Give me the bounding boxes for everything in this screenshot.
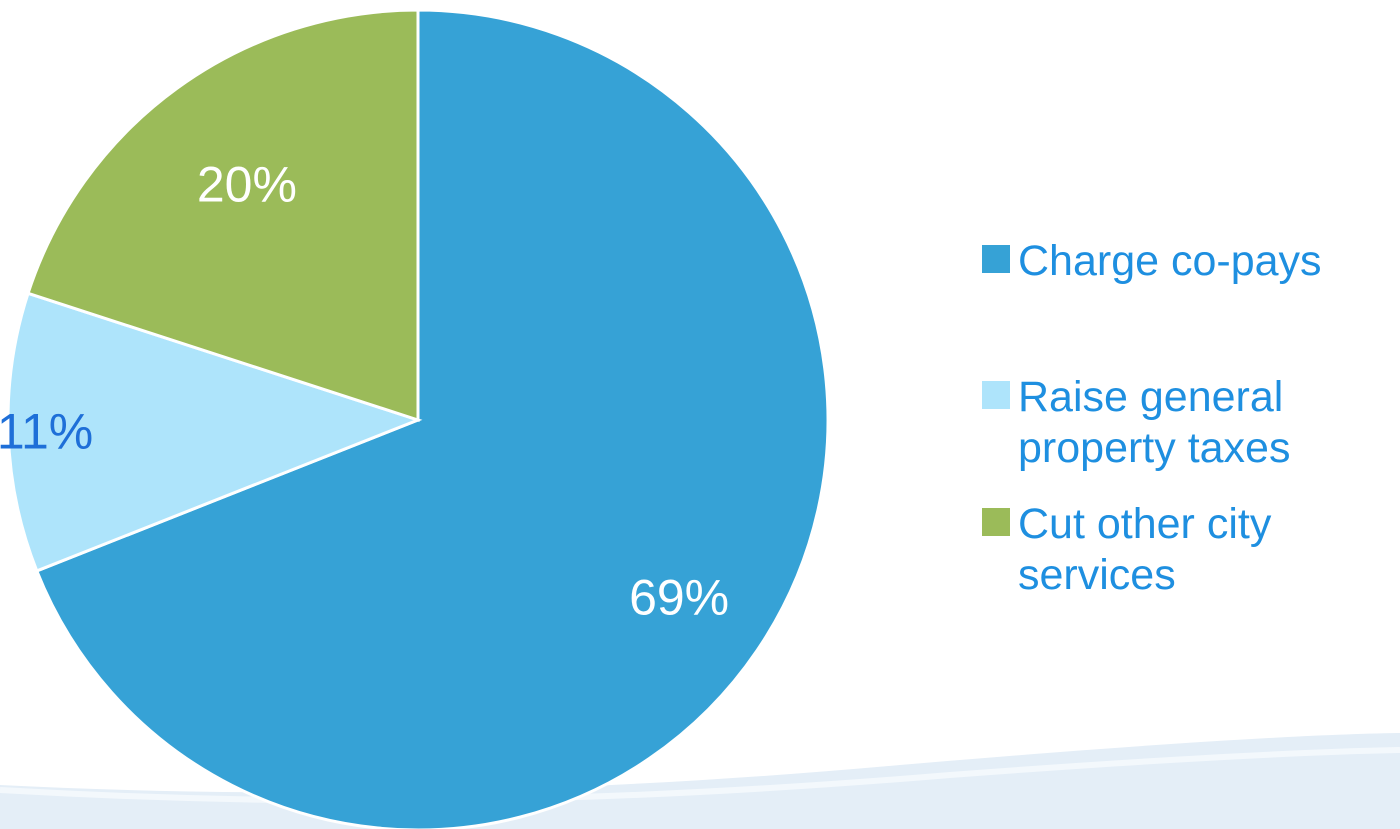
legend-swatch-charge-co-pays (982, 245, 1010, 273)
legend-item-cut-other-city-services: Cut other city services (982, 499, 1388, 601)
pie-data-label-cut-other-city-services: 20% (197, 156, 297, 212)
legend-label-cut-other-city-services: Cut other city services (1018, 500, 1272, 599)
legend-item-raise-general-property-taxes: Raise general property taxes (982, 372, 1388, 474)
pie-slice-charge-co-pays (34, 8, 830, 829)
legend-swatch-raise-general-property-taxes (982, 381, 1010, 409)
legend-swatch-cut-other-city-services (982, 508, 1010, 536)
pie-data-label-charge-co-pays: 69% (629, 569, 729, 625)
legend-label-charge-co-pays: Charge co-pays (1018, 237, 1322, 285)
pie-slice-cut-other-city-services (26, 8, 420, 423)
pie-data-label-raise-general-property-taxes: 11% (0, 404, 93, 460)
legend-item-charge-co-pays: Charge co-pays (982, 236, 1388, 287)
pie-slice-raise-general-property-taxes (6, 291, 423, 573)
legend-label-raise-general-property-taxes: Raise general property taxes (1018, 373, 1291, 472)
